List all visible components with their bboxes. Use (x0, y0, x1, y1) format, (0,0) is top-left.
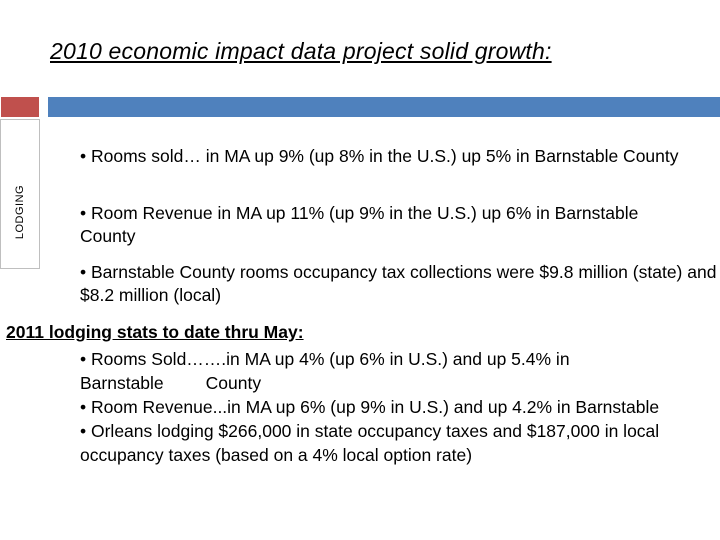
list-2011: • Rooms Sold…….in MA up 4% (up 6% in U.S… (80, 347, 690, 467)
bullet-rooms-sold-2011-county: County (205, 373, 262, 393)
bullet-orleans-2011: • Orleans lodging $266,000 in state occu… (80, 421, 660, 465)
bullet-room-revenue-2011: • Room Revenue...in MA up 6% (up 9% in U… (80, 397, 660, 417)
bullet-rooms-sold-2011-text: • Rooms Sold…….in MA up 4% (up 6% in U.S… (80, 349, 570, 393)
section-heading-2011: 2011 lodging stats to date thru May: (6, 322, 304, 342)
section-tab-label: LODGING (14, 184, 26, 240)
bullet-rooms-sold-2010: • Rooms sold… in MA up 9% (up 8% in the … (80, 146, 679, 166)
accent-square (0, 96, 40, 118)
section-tab (0, 119, 40, 269)
bullet-occupancy-tax-2010: • Barnstable County rooms occupancy tax … (80, 262, 717, 305)
accent-bar (48, 97, 720, 117)
slide-title: 2010 economic impact data project solid … (50, 38, 552, 64)
bullet-room-revenue-2010: • Room Revenue in MA up 11% (up 9% in th… (80, 203, 639, 246)
bullet-rooms-sold-2011: • Rooms Sold…….in MA up 4% (up 6% in U.S… (80, 347, 690, 395)
